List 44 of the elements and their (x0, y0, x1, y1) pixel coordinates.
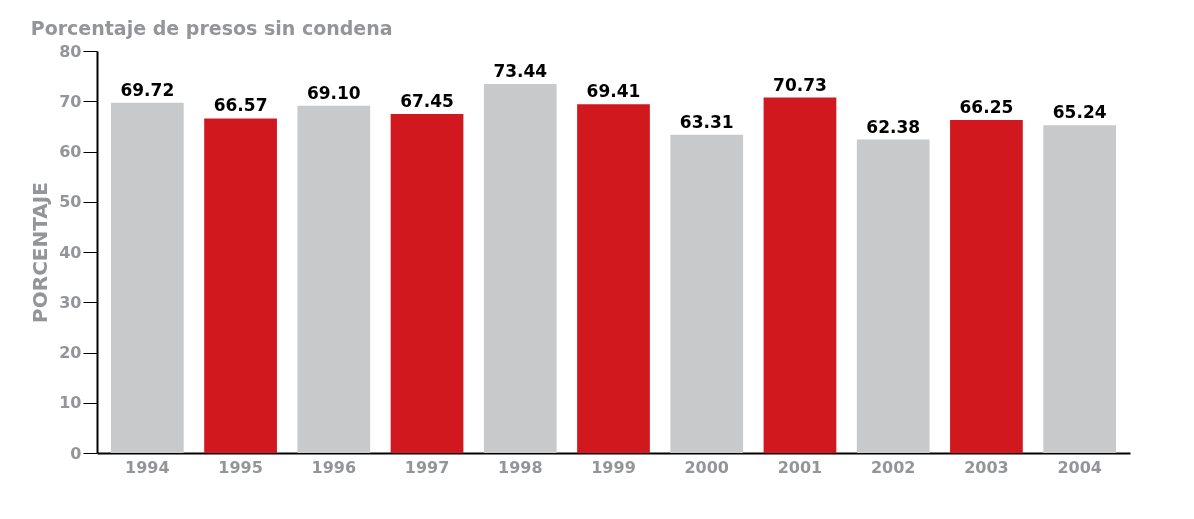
x-tick-label: 1999 (591, 457, 636, 477)
y-tick-label: 50 (59, 192, 82, 212)
x-tick-label: 1998 (498, 457, 543, 477)
data-label: 66.57 (213, 95, 268, 116)
bar (763, 97, 837, 453)
data-label: 69.72 (120, 79, 175, 100)
y-tick-label: 10 (59, 393, 82, 413)
y-tick-label: 80 (59, 41, 82, 61)
y-tick-label: 20 (59, 343, 82, 362)
data-label: 65.24 (1052, 102, 1107, 123)
data-label: 70.73 (773, 74, 827, 95)
bar (110, 102, 184, 453)
data-label: 69.41 (586, 81, 641, 102)
y-tick-label: 30 (59, 292, 82, 312)
y-tick-label: 0 (70, 443, 82, 463)
x-tick-label: 1997 (404, 457, 450, 477)
y-tick-label: 70 (59, 91, 82, 111)
bar (1043, 125, 1117, 453)
bar (297, 105, 371, 453)
bar (204, 118, 277, 453)
bar (670, 134, 744, 453)
bar (950, 120, 1023, 453)
x-tick-label: 2002 (870, 457, 916, 477)
data-label: 69.10 (306, 82, 361, 103)
y-tick-label: 60 (59, 142, 82, 161)
x-tick-label: 1994 (125, 457, 170, 477)
data-label: 66.25 (959, 97, 1014, 118)
bar (483, 83, 557, 453)
x-tick-label: 1996 (311, 457, 357, 477)
bar (577, 104, 650, 453)
x-tick-label: 2000 (684, 457, 729, 477)
x-tick-label: 2004 (1057, 457, 1102, 477)
bar (390, 114, 464, 453)
data-label: 62.38 (866, 116, 921, 137)
chart-title: Porcentaje de presos sin condena (30, 17, 393, 39)
data-label: 63.31 (679, 111, 734, 132)
data-label: 73.44 (493, 60, 548, 81)
x-tick-label: 2003 (964, 457, 1009, 477)
y-tick-label: 40 (59, 242, 82, 262)
y-axis-title: PORCENTAJE (28, 182, 53, 323)
x-tick-label: 1995 (218, 457, 263, 477)
bar (856, 139, 930, 453)
data-label: 67.45 (400, 91, 454, 112)
x-tick-label: 2001 (777, 457, 823, 477)
